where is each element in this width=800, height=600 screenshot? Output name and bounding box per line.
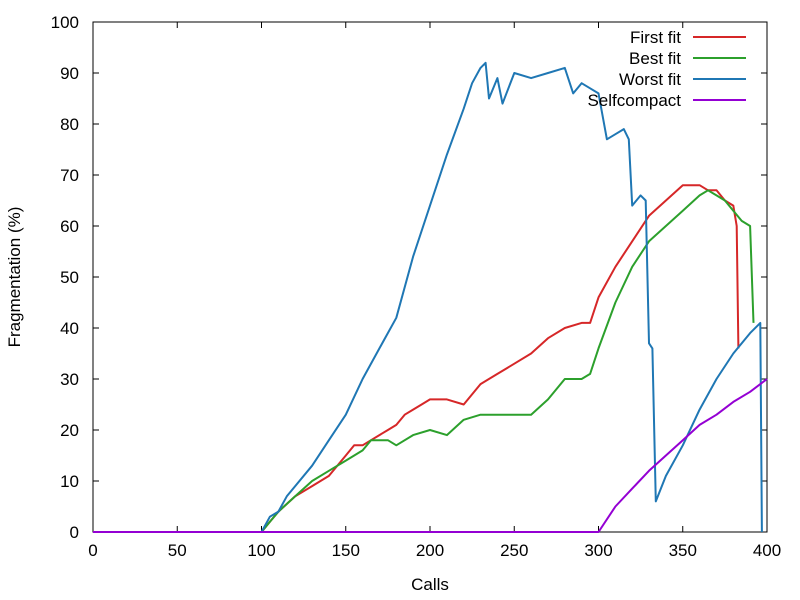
x-tick-label: 300 xyxy=(584,541,612,560)
x-tick-label: 0 xyxy=(88,541,97,560)
x-tick-label: 200 xyxy=(416,541,444,560)
x-tick-label: 400 xyxy=(753,541,781,560)
y-tick-label: 50 xyxy=(60,268,79,287)
x-axis-title: Calls xyxy=(411,575,449,594)
y-tick-label: 100 xyxy=(51,13,79,32)
y-tick-label: 0 xyxy=(70,523,79,542)
y-tick-label: 20 xyxy=(60,421,79,440)
axis-ticks: 0 50 100 150 200 250 300 350 400 0 10 20 30 40 50 60 70 8… xyxy=(51,13,782,560)
y-tick-label: 90 xyxy=(60,64,79,83)
y-tick-label: 10 xyxy=(60,472,79,491)
series-line-worst-fit xyxy=(93,61,763,533)
series-layer xyxy=(93,61,768,533)
legend-label: Best fit xyxy=(629,49,681,68)
x-tick-label: 100 xyxy=(247,541,275,560)
series-line-best-fit xyxy=(93,189,755,533)
y-axis-title: Fragmentation (%) xyxy=(5,207,24,348)
x-tick-label: 350 xyxy=(669,541,697,560)
legend: First fit Best fit Worst fit Selfcompact xyxy=(587,28,746,110)
legend-label: Selfcompact xyxy=(587,91,681,110)
y-tick-label: 60 xyxy=(60,217,79,236)
x-tick-label: 50 xyxy=(168,541,187,560)
y-tick-label: 30 xyxy=(60,370,79,389)
y-tick-label: 80 xyxy=(60,115,79,134)
y-tick-label: 40 xyxy=(60,319,79,338)
legend-label: Worst fit xyxy=(619,70,681,89)
y-tick-label: 70 xyxy=(60,166,79,185)
legend-label: First fit xyxy=(630,28,681,47)
series-line-selfcompact xyxy=(93,378,768,533)
x-tick-label: 150 xyxy=(332,541,360,560)
x-tick-label: 250 xyxy=(500,541,528,560)
